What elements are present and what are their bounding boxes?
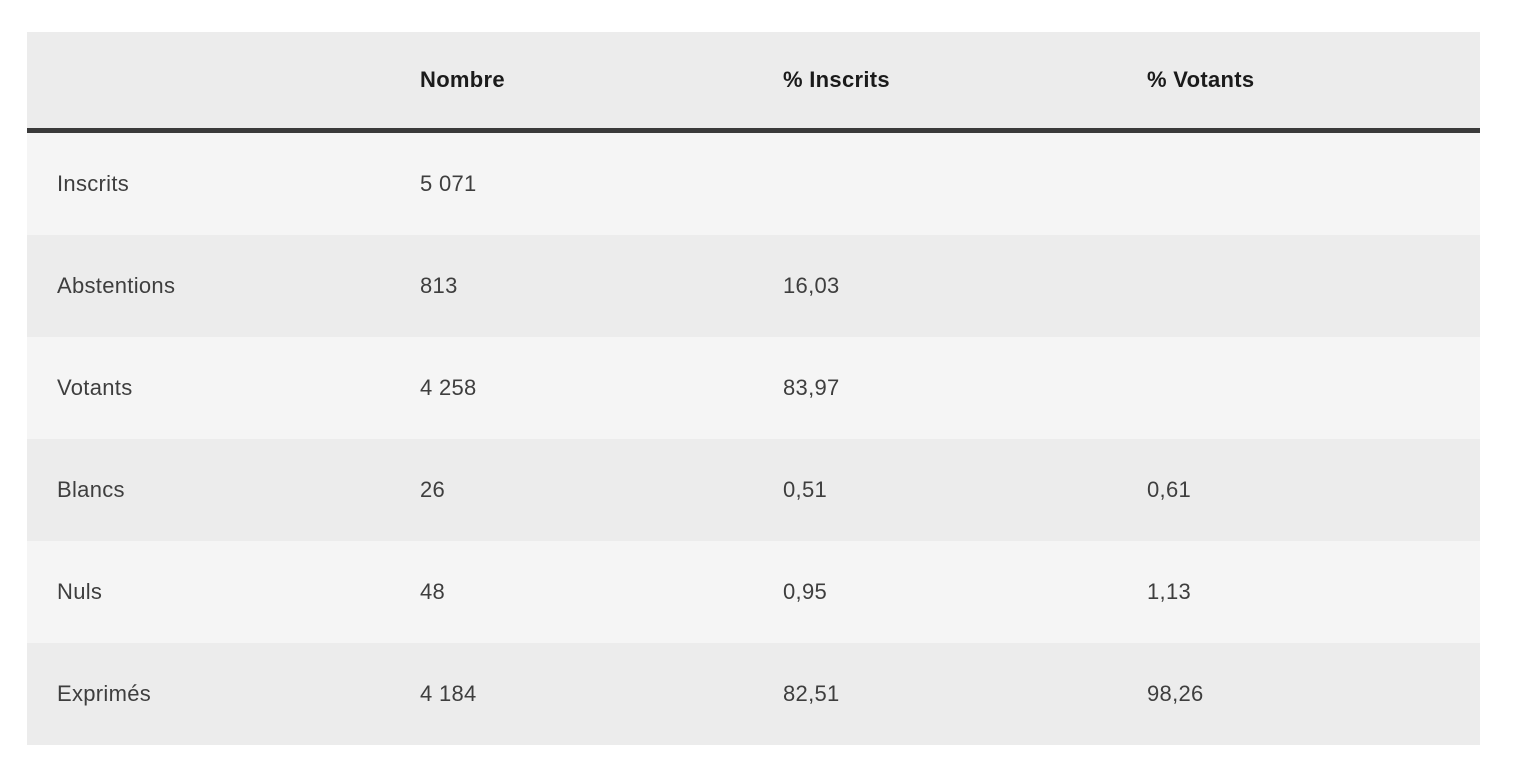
row-label: Blancs xyxy=(57,477,125,502)
row-label: Votants xyxy=(57,375,133,400)
table-row-inscrits: Inscrits 5 071 xyxy=(27,133,1480,235)
nombre-value: 5 071 xyxy=(420,171,477,196)
row-label: Inscrits xyxy=(57,171,130,196)
nombre-value: 48 xyxy=(420,579,446,604)
row-label: Exprimés xyxy=(57,681,152,706)
header-cell-nombre: Nombre xyxy=(420,67,505,92)
pct-votants-value: 98,26 xyxy=(1147,681,1204,706)
nombre-value: 4 184 xyxy=(420,681,477,706)
header-cell-pct-votants: % Votants xyxy=(1147,67,1255,92)
pct-votants-value: 0,61 xyxy=(1147,477,1192,502)
table-row-exprimes: Exprimés 4 184 82,51 98,26 xyxy=(27,643,1480,745)
election-results-table: Nombre % Inscrits % Votants Inscrits 5 0… xyxy=(27,32,1480,745)
pct-inscrits-value: 0,51 xyxy=(783,477,828,502)
table-row-abstentions: Abstentions 813 16,03 xyxy=(27,235,1480,337)
nombre-value: 4 258 xyxy=(420,375,477,400)
nombre-value: 813 xyxy=(420,273,458,298)
table-header-row: Nombre % Inscrits % Votants xyxy=(27,32,1480,133)
pct-inscrits-value: 82,51 xyxy=(783,681,840,706)
pct-inscrits-value: 16,03 xyxy=(783,273,840,298)
row-label: Abstentions xyxy=(57,273,176,298)
table-row-blancs: Blancs 26 0,51 0,61 xyxy=(27,439,1480,541)
table-row-nuls: Nuls 48 0,95 1,13 xyxy=(27,541,1480,643)
pct-inscrits-value: 83,97 xyxy=(783,375,840,400)
header-cell-pct-inscrits: % Inscrits xyxy=(783,67,890,92)
pct-votants-value: 1,13 xyxy=(1147,579,1192,604)
row-label: Nuls xyxy=(57,579,103,604)
table-row-votants: Votants 4 258 83,97 xyxy=(27,337,1480,439)
nombre-value: 26 xyxy=(420,477,446,502)
pct-inscrits-value: 0,95 xyxy=(783,579,828,604)
